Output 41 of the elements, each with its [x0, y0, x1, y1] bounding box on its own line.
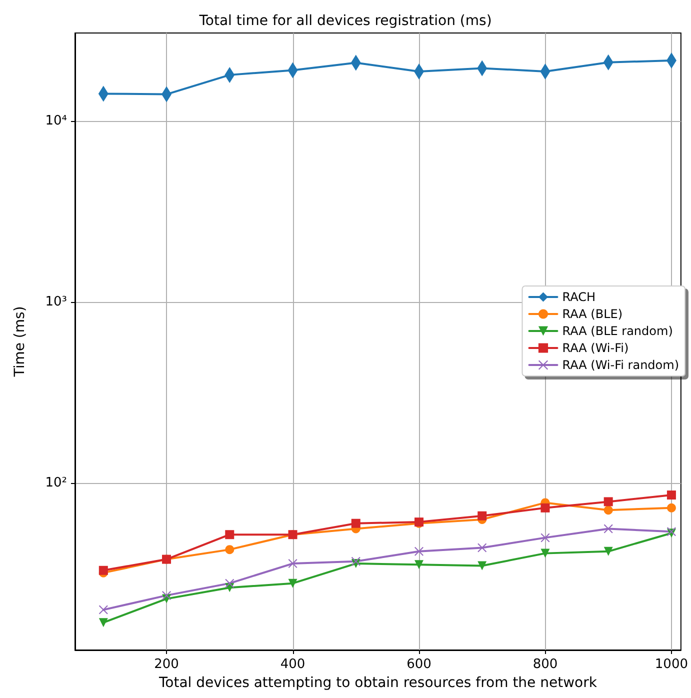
legend-label: RAA (Wi-Fi)	[562, 341, 629, 355]
y-tick-label: 10⁴	[45, 113, 67, 128]
point	[540, 533, 550, 542]
point	[225, 530, 234, 540]
legend-label: RACH	[562, 290, 596, 304]
point	[98, 605, 108, 614]
y-tick-label: 10²	[45, 476, 67, 491]
point	[98, 618, 108, 628]
point	[478, 561, 487, 570]
point	[478, 543, 487, 552]
point	[604, 524, 613, 534]
legend-label: RAA (Wi-Fi random)	[562, 358, 679, 372]
point	[540, 503, 550, 512]
point	[162, 590, 172, 600]
point	[351, 556, 360, 566]
point	[351, 518, 360, 528]
legend-label: RAA (BLE random)	[562, 324, 673, 338]
chart-title: Total time for all devices registration (ms)	[198, 13, 492, 29]
x-axis-title: Total devices attempting to obtain resources from the network	[158, 674, 598, 691]
point	[604, 546, 613, 556]
point	[98, 566, 108, 575]
point	[414, 546, 424, 556]
point	[540, 548, 550, 558]
x-tick-label: 1000	[654, 657, 688, 672]
point	[225, 578, 234, 588]
point	[604, 506, 613, 515]
x-tick-label: 800	[532, 657, 558, 672]
x-tick-label: 200	[154, 657, 179, 672]
point	[666, 490, 676, 500]
x-tick-label: 600	[406, 657, 432, 672]
y-axis-title: Time (ms)	[12, 306, 28, 378]
point	[604, 497, 613, 506]
x-tick-label: 400	[280, 657, 306, 672]
point	[288, 578, 298, 588]
point	[288, 559, 298, 568]
legend-label: RAA (BLE)	[562, 307, 623, 321]
point	[666, 503, 676, 512]
point	[414, 560, 424, 570]
y-tick-label: 10³	[45, 294, 67, 310]
point	[225, 545, 234, 554]
point	[478, 511, 487, 520]
